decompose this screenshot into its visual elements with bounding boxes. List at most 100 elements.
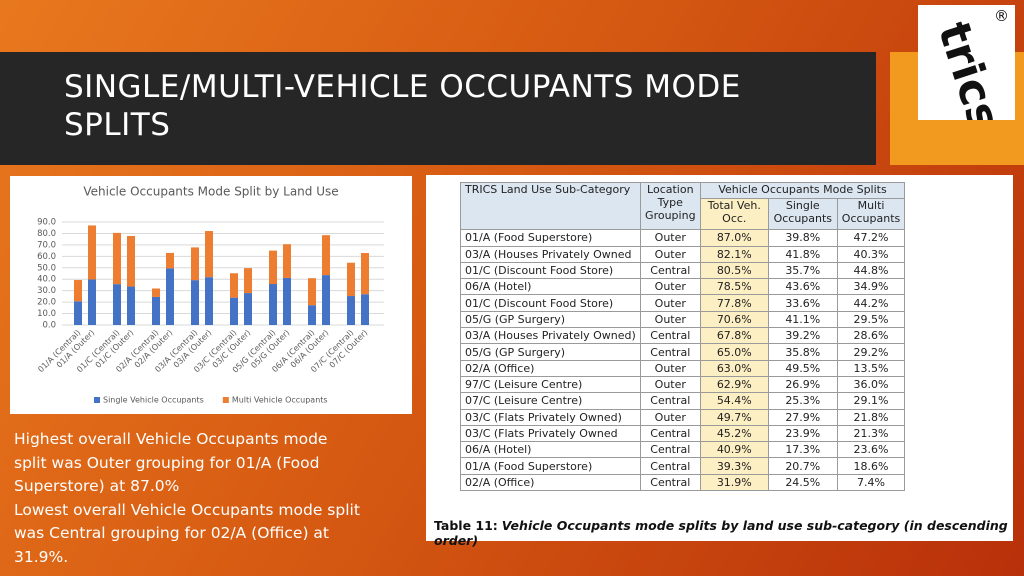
table-cell: Outer	[639, 245, 701, 263]
bar-segment	[244, 268, 252, 294]
table-cell: 24.5%	[767, 473, 838, 492]
table-cell: Outer	[639, 310, 701, 329]
y-tick-label: 20.0	[37, 298, 56, 308]
y-tick-label: 50.0	[37, 263, 56, 273]
chart-panel: Vehicle Occupants Mode Split by Land Use…	[10, 176, 412, 414]
y-tick-label: 10.0	[37, 309, 56, 319]
header-row: TRICS Land Use Sub-Category Location Type…	[460, 181, 906, 231]
table-row: 05/G (GP Surgery) Central 65.0% 35.8% 29.2%	[460, 343, 906, 361]
table-cell: 49.7%	[699, 408, 769, 426]
y-tick-label: 30.0	[37, 286, 56, 296]
table-cell: 87.0%	[699, 229, 769, 247]
table-cell: 03/C (Flats Privately Owned)	[460, 408, 641, 426]
table-cell: 47.2%	[836, 229, 906, 247]
bar-segment	[283, 277, 291, 325]
table-cell: 02/A (Office)	[460, 473, 641, 492]
bar-segment	[361, 294, 369, 325]
table-row: 03/A (Houses Privately Owned Outer 82.1% 41…	[460, 245, 906, 263]
table-row: 05/G (GP Surgery) Outer 70.6% 41.1% 29.5%	[460, 310, 906, 329]
bar-segment	[74, 301, 82, 325]
table-cell: Central	[639, 261, 701, 280]
table-cell: 44.2%	[836, 294, 906, 312]
table: TRICS Land Use Sub-Category Location Type…	[460, 181, 906, 492]
table-cell: 02/A (Office)	[460, 359, 641, 377]
bar-segment	[269, 250, 277, 285]
table-cell: 63.0%	[699, 359, 769, 377]
table-row: 02/A (Office) Outer 63.0% 49.5% 13.5%	[460, 359, 906, 377]
table-cell: 07/C (Leisure Centre)	[460, 392, 641, 410]
table-cell: 21.8%	[836, 408, 906, 426]
table-cell: 39.3%	[699, 457, 769, 475]
table-cell: 67.8%	[699, 327, 769, 345]
table-cell: 34.9%	[836, 278, 906, 296]
bar-segment	[308, 305, 316, 325]
table-cell: Central	[639, 327, 701, 345]
y-tick-label: 80.0	[37, 229, 56, 239]
table-cell: 05/G (GP Surgery)	[460, 343, 641, 361]
table-cell: 54.4%	[699, 392, 769, 410]
y-tick-label: 60.0	[37, 252, 56, 262]
bar-segment	[322, 235, 330, 276]
table-cell: 17.3%	[767, 441, 838, 459]
bar-segment	[361, 253, 369, 295]
table-cell: 01/C (Discount Food Store)	[460, 261, 641, 280]
table-cell: Central	[639, 343, 701, 361]
table-cell: 82.1%	[699, 245, 769, 263]
table-cell: 62.9%	[699, 375, 769, 394]
table-cell: 29.1%	[836, 392, 906, 410]
table-row: 03/C (Flats Privately Owned) Outer 49.7% 27…	[460, 408, 906, 426]
table-row: 01/C (Discount Food Store) Outer 77.8% 33.6…	[460, 294, 906, 312]
legend-label: Single Vehicle Occupants	[103, 396, 204, 405]
table-cell: 65.0%	[699, 343, 769, 361]
table-cell: 80.5%	[699, 261, 769, 280]
table-cell: 35.7%	[767, 261, 838, 280]
y-tick-label: 90.0	[37, 218, 56, 228]
table-cell: 97/C (Leisure Centre)	[460, 375, 641, 394]
summary-line: Highest overall Vehicle Occupants mode s…	[14, 430, 328, 495]
bar-segment	[127, 235, 135, 287]
bar-segment	[127, 286, 135, 325]
bar-segment	[230, 297, 238, 325]
table-cell: Outer	[639, 375, 701, 394]
table-cell: 39.2%	[767, 327, 838, 345]
table-cell: 01/C (Discount Food Store)	[460, 294, 641, 312]
table-cell: 77.8%	[699, 294, 769, 312]
table-cell: 01/A (Food Superstore)	[460, 457, 641, 475]
table-row: 01/A (Food Superstore) Central 39.3% 20.7% 1…	[460, 457, 906, 475]
table-cell: 45.2%	[699, 424, 769, 443]
bar-segment	[308, 278, 316, 306]
table-cell: 43.6%	[767, 278, 838, 296]
table-cell: 25.3%	[767, 392, 838, 410]
slide-title: SINGLE/MULTI-VEHICLE OCCUPANTS MODE SPLI…	[64, 69, 741, 143]
table-caption: Table 11: Vehicle Occupants mode splits …	[434, 518, 1013, 548]
table-cell: 23.9%	[767, 424, 838, 443]
y-tick-label: 40.0	[37, 275, 56, 285]
table-cell: 29.5%	[836, 310, 906, 329]
summary-text: Highest overall Vehicle Occupants mode s…	[14, 428, 364, 569]
table-cell: Outer	[639, 229, 701, 247]
table-cell: 7.4%	[836, 473, 906, 492]
table-cell: 27.9%	[767, 408, 838, 426]
bar-segment	[205, 231, 213, 278]
table-cell: 06/A (Hotel)	[460, 441, 641, 459]
table-cell: Central	[639, 441, 701, 459]
y-tick-label: 0.0	[42, 321, 56, 331]
chart-title: Vehicle Occupants Mode Split by Land Use	[83, 185, 338, 199]
table-row: 06/A (Hotel) Central 40.9% 17.3% 23.6%	[460, 441, 906, 459]
table-cell: Outer	[639, 359, 701, 377]
table-cell: Outer	[639, 294, 701, 312]
bar-segment	[113, 232, 121, 285]
table-cell: 26.9%	[767, 375, 838, 394]
bar-segment	[88, 225, 96, 280]
table-cell: 40.3%	[836, 245, 906, 263]
logo: ® trics	[918, 5, 1015, 120]
table-row: 06/A (Hotel) Outer 78.5% 43.6% 34.9%	[460, 278, 906, 296]
table-row: 07/C (Leisure Centre) Central 54.4% 25.3% 29…	[460, 392, 906, 410]
table-row: 01/C (Discount Food Store) Central 80.5% 35…	[460, 261, 906, 280]
table-cell: 40.9%	[699, 441, 769, 459]
table-cell: 20.7%	[767, 457, 838, 475]
column-header: Location Type Grouping	[639, 181, 701, 231]
bar-segment	[152, 296, 160, 325]
table-cell: 03/C (Flats Privately Owned	[460, 424, 641, 443]
table-cell: 28.6%	[836, 327, 906, 345]
